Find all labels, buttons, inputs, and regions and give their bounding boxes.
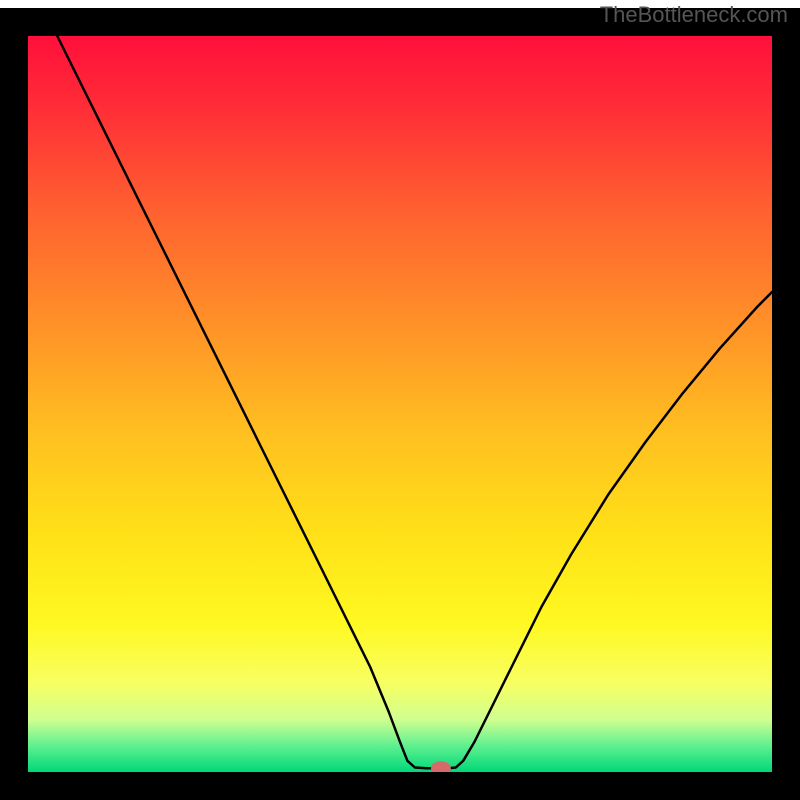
chart-svg: [0, 0, 800, 800]
watermark-text: TheBottleneck.com: [600, 2, 788, 28]
bottleneck-chart: TheBottleneck.com: [0, 0, 800, 800]
plot-background: [28, 22, 772, 772]
